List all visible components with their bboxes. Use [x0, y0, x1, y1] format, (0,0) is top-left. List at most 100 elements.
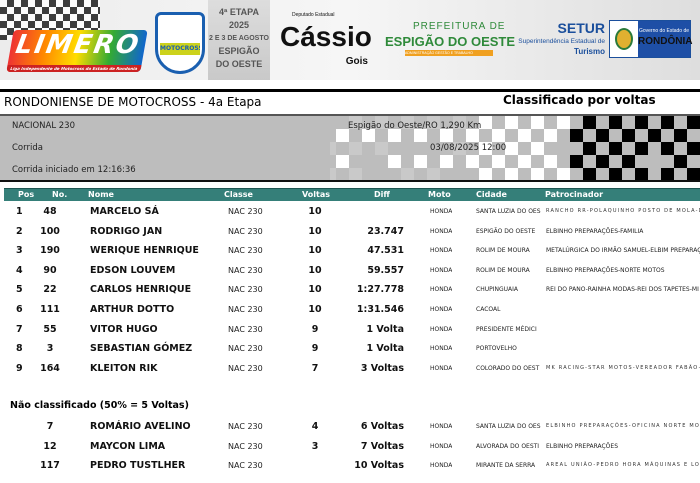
cell-moto: HONDA	[430, 222, 452, 241]
cell-cls: NAC 230	[228, 359, 263, 378]
start-time: Corrida iniciado em 12:16:36	[12, 165, 136, 175]
cell-sponsor: ELBINHO PREPARAÇÕES-FAMILIA	[546, 222, 700, 241]
table-row: 4 90 EDSON LOUVEM NAC 230 10 59.557 HONDA ROLIM…	[0, 261, 700, 280]
cell-moto: HONDA	[430, 261, 452, 280]
checker-square	[648, 129, 661, 142]
etapa-line: 2 E 3 DE AGOSTO	[208, 32, 270, 45]
report-type: Classificado por voltas	[503, 93, 656, 107]
checker-square	[570, 129, 583, 142]
cell-name: PEDRO TUSTLHER	[90, 456, 224, 475]
state-seal-icon	[615, 28, 633, 50]
cell-no: 48	[30, 202, 70, 221]
cell-moto: HONDA	[430, 280, 452, 299]
cell-name: EDSON LOUVEM	[90, 261, 224, 280]
cassio-name: Cássio	[280, 21, 372, 53]
setur-logo: SETUR Superintendência Estadual de Turismo	[513, 20, 605, 57]
cell-cls: NAC 230	[228, 320, 263, 339]
cell-pos: 1	[16, 202, 23, 221]
sponsor-banner: LIMERO Liga Independente de Motocross do …	[0, 0, 700, 80]
checker-square	[440, 155, 453, 168]
checker-square	[622, 155, 635, 168]
checker-square	[330, 168, 336, 180]
table-row: 9 164 KLEITON RIK NAC 230 7 3 Voltas HONDA COLO…	[0, 359, 700, 378]
cell-diff: 7 Voltas	[340, 437, 404, 456]
checker-square	[687, 142, 700, 155]
etapa-badge: 4ª ETAPA 2025 2 E 3 DE AGOSTO ESPIGÃO DO OES…	[208, 0, 270, 80]
cell-no: 7	[30, 417, 70, 436]
cell-pos: 6	[16, 300, 23, 319]
table-row: 7 ROMÁRIO AVELINO NAC 230 4 6 Voltas HONDA SAN…	[0, 417, 700, 436]
etapa-line: DO OESTE	[208, 58, 270, 71]
checker-square	[544, 129, 557, 142]
checker-square	[505, 116, 518, 129]
checker-square	[609, 116, 622, 129]
checker-square	[687, 116, 700, 129]
checker-square	[531, 168, 544, 180]
cell-pos: 2	[16, 222, 23, 241]
cell-diff: 3 Voltas	[340, 359, 404, 378]
cell-moto: HONDA	[430, 202, 452, 221]
checker-square	[427, 168, 440, 180]
table-row: 3 190 WERIQUE HENRIQUE NAC 230 10 47.531 HONDA…	[0, 241, 700, 260]
checker-square	[492, 155, 505, 168]
table-row: 1 48 MARCELO SÁ NAC 230 10 HONDA SANTA LUZIA D…	[0, 202, 700, 221]
etapa-line: 2025	[208, 19, 270, 32]
cell-name: SEBASTIAN GÓMEZ	[90, 339, 224, 358]
cell-diff: 1:31.546	[340, 300, 404, 319]
cell-city: SANTA LUZIA DO OES	[476, 417, 542, 436]
divider	[0, 89, 700, 92]
cell-pos: 8	[16, 339, 23, 358]
cell-pos: 9	[16, 359, 23, 378]
cell-laps: 9	[300, 320, 330, 339]
col-voltas: Voltas	[302, 189, 330, 201]
checker-square	[570, 155, 583, 168]
cell-city: PORTOVELHO	[476, 339, 542, 358]
cell-diff: 1 Volta	[340, 320, 404, 339]
col-patrocinador: Patrocinador	[545, 189, 603, 201]
cell-no: 100	[30, 222, 70, 241]
checker-square	[661, 116, 674, 129]
cassio-surname: Gois	[346, 56, 368, 68]
cell-city: CHUPINGUAIA	[476, 280, 542, 299]
setur-line: Turismo	[513, 46, 605, 57]
checker-square	[583, 168, 596, 180]
cell-cls: NAC 230	[228, 280, 263, 299]
checker-square	[609, 168, 622, 180]
cell-moto: HONDA	[430, 359, 452, 378]
checker-square	[557, 116, 570, 129]
col-no: No.	[52, 189, 67, 201]
checker-square	[687, 168, 700, 180]
table-row: 2 100 RODRIGO JAN NAC 230 10 23.747 HONDA ESPIG…	[0, 222, 700, 241]
cell-cls: NAC 230	[228, 456, 263, 475]
cell-laps: 10	[300, 261, 330, 280]
cell-city: ESPIGÃO DO OESTE	[476, 222, 542, 241]
race-info-box: NACIONAL 230 Espigão do Oeste/RO 1,290 K…	[0, 114, 700, 182]
cell-sponsor: REI DO PANO-RAINHA MODAS-REI DOS TAPETES…	[546, 280, 700, 299]
checker-square	[557, 168, 570, 180]
not-classified-label: Não classificado (50% = 5 Voltas)	[10, 400, 189, 411]
checker-square	[622, 129, 635, 142]
table-row: 8 3 SEBASTIAN GÓMEZ NAC 230 9 1 Volta HONDA POR…	[0, 339, 700, 358]
cell-sponsor: AREAL UNIÃO-PEDRO HORA MÁQUINAS E LOCAÇÕ…	[546, 456, 700, 475]
checker-square	[401, 168, 414, 180]
table-row: 7 55 VITOR HUGO NAC 230 9 1 Volta HONDA PRESIDE…	[0, 320, 700, 339]
col-pos: Pos	[18, 189, 34, 201]
checker-square	[635, 142, 648, 155]
checker-square	[505, 168, 518, 180]
cell-pos: 5	[16, 280, 23, 299]
prefeitura-line: PREFEITURA DE	[413, 20, 515, 33]
col-moto: Moto	[428, 189, 451, 201]
limero-logo: LIMERO Liga Independente de Motocross do …	[6, 30, 147, 72]
cell-city: COLORADO DO OEST	[476, 359, 542, 378]
cell-laps: 9	[300, 339, 330, 358]
cell-moto: HONDA	[430, 241, 452, 260]
limero-wordmark: LIMERO	[8, 30, 147, 60]
cell-name: VITOR HUGO	[90, 320, 224, 339]
cell-laps: 10	[300, 222, 330, 241]
checker-square	[531, 116, 544, 129]
cell-diff: 47.531	[340, 241, 404, 260]
checker-square	[492, 129, 505, 142]
etapa-line: ESPIGÃO	[208, 45, 270, 58]
cell-diff: 10 Voltas	[340, 456, 404, 475]
cell-moto: HONDA	[430, 339, 452, 358]
